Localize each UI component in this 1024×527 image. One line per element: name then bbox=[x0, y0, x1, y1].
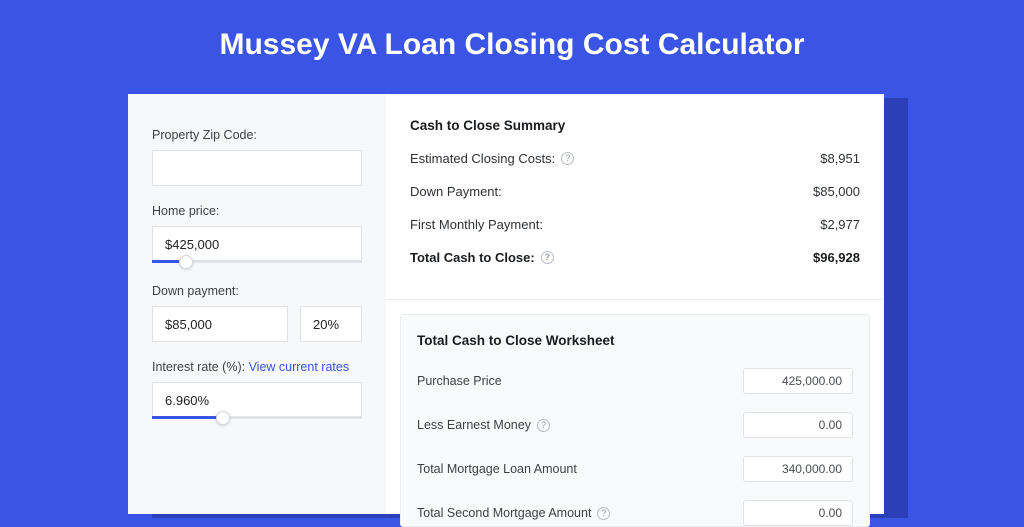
worksheet-row: Purchase Price bbox=[417, 368, 853, 394]
interest-group: Interest rate (%): View current rates bbox=[152, 360, 362, 418]
worksheet-input[interactable] bbox=[743, 412, 853, 438]
interest-input[interactable] bbox=[152, 382, 362, 418]
worksheet-row: Less Earnest Money ? bbox=[417, 412, 853, 438]
slider-thumb[interactable] bbox=[179, 255, 193, 269]
zip-label: Property Zip Code: bbox=[152, 128, 362, 142]
summary-title: Cash to Close Summary bbox=[410, 118, 860, 133]
summary-label: First Monthly Payment: bbox=[410, 217, 543, 232]
summary-total-label: Total Cash to Close: bbox=[410, 250, 535, 265]
summary-value: $85,000 bbox=[813, 184, 860, 199]
summary-section: Cash to Close Summary Estimated Closing … bbox=[386, 118, 884, 300]
slider-thumb[interactable] bbox=[216, 411, 230, 425]
page-title: Mussey VA Loan Closing Cost Calculator bbox=[0, 0, 1024, 80]
view-rates-link[interactable]: View current rates bbox=[249, 360, 350, 374]
worksheet-label: Purchase Price bbox=[417, 374, 502, 388]
results-panel: Cash to Close Summary Estimated Closing … bbox=[386, 94, 884, 514]
help-icon[interactable]: ? bbox=[561, 152, 574, 165]
summary-total-row: Total Cash to Close: ? $96,928 bbox=[410, 250, 860, 265]
worksheet-label: Total Mortgage Loan Amount bbox=[417, 462, 577, 476]
home-price-group: Home price: bbox=[152, 204, 362, 262]
summary-row: Down Payment: $85,000 bbox=[410, 184, 860, 199]
down-payment-pct-input[interactable] bbox=[300, 306, 362, 342]
summary-label: Down Payment: bbox=[410, 184, 502, 199]
worksheet-label: Total Second Mortgage Amount bbox=[417, 506, 591, 520]
worksheet-row: Total Second Mortgage Amount ? bbox=[417, 500, 853, 526]
worksheet-row: Total Mortgage Loan Amount bbox=[417, 456, 853, 482]
summary-row: Estimated Closing Costs: ? $8,951 bbox=[410, 151, 860, 166]
summary-row: First Monthly Payment: $2,977 bbox=[410, 217, 860, 232]
summary-label: Estimated Closing Costs: bbox=[410, 151, 555, 166]
worksheet-label: Less Earnest Money bbox=[417, 418, 531, 432]
help-icon[interactable]: ? bbox=[597, 507, 610, 520]
calculator-card: Property Zip Code: Home price: Down paym… bbox=[128, 94, 884, 514]
inputs-panel: Property Zip Code: Home price: Down paym… bbox=[128, 94, 386, 514]
home-price-label: Home price: bbox=[152, 204, 362, 218]
worksheet-input[interactable] bbox=[743, 456, 853, 482]
interest-label-text: Interest rate (%): bbox=[152, 360, 249, 374]
summary-value: $2,977 bbox=[820, 217, 860, 232]
worksheet-input[interactable] bbox=[743, 368, 853, 394]
worksheet-title: Total Cash to Close Worksheet bbox=[417, 333, 853, 348]
help-icon[interactable]: ? bbox=[537, 419, 550, 432]
summary-value: $8,951 bbox=[820, 151, 860, 166]
home-price-slider[interactable] bbox=[152, 226, 362, 262]
interest-label: Interest rate (%): View current rates bbox=[152, 360, 362, 374]
zip-group: Property Zip Code: bbox=[152, 128, 362, 186]
down-payment-input[interactable] bbox=[152, 306, 288, 342]
down-payment-label: Down payment: bbox=[152, 284, 362, 298]
interest-slider[interactable] bbox=[152, 382, 362, 418]
worksheet-section: Total Cash to Close Worksheet Purchase P… bbox=[400, 314, 870, 527]
help-icon[interactable]: ? bbox=[541, 251, 554, 264]
worksheet-input[interactable] bbox=[743, 500, 853, 526]
slider-fill bbox=[152, 416, 223, 419]
summary-total-value: $96,928 bbox=[813, 250, 860, 265]
down-payment-group: Down payment: bbox=[152, 284, 362, 342]
zip-input[interactable] bbox=[152, 150, 362, 186]
